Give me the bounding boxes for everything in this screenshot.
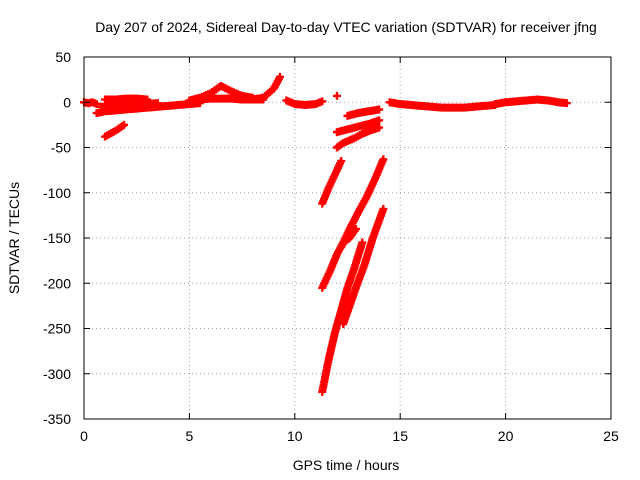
axis-ticks: 0 5 10 15 20 25 50 0 -50 -100 -150 -200 -250 -300 -350 <box>43 49 619 444</box>
data-point <box>375 116 384 125</box>
y-tick-label: -250 <box>43 321 71 337</box>
y-tick-label: -200 <box>43 275 71 291</box>
series-arc-steep-3 <box>318 224 360 292</box>
x-tick-label: 0 <box>80 428 88 444</box>
data-point <box>153 99 162 108</box>
data-point <box>120 120 129 129</box>
y-tick-label: -300 <box>43 366 71 382</box>
data-point <box>351 224 360 233</box>
chart-title: Day 207 of 2024, Sidereal Day-to-day VTE… <box>95 19 597 35</box>
y-tick-label: 50 <box>55 49 71 65</box>
x-tick-label: 20 <box>498 428 514 444</box>
x-tick-label: 25 <box>603 428 619 444</box>
series-arc-steep-2 <box>318 238 367 396</box>
data-points <box>80 72 571 396</box>
series-arc-afternoon <box>385 98 500 112</box>
y-tick-label: 0 <box>63 94 71 110</box>
series-arc-neg-upper <box>343 105 384 120</box>
series-arc-neg-a <box>332 123 384 152</box>
data-point <box>358 238 367 247</box>
data-point <box>375 105 384 114</box>
series-arc-ten-cluster <box>282 96 327 109</box>
x-tick-label: 10 <box>287 428 303 444</box>
series-arc-twelve-dot <box>332 91 341 100</box>
series-arc-neg-c <box>318 157 346 208</box>
series-arc-steep-1 <box>337 155 388 252</box>
data-point <box>332 91 341 100</box>
x-tick-label: 5 <box>186 428 194 444</box>
y-tick-label: -350 <box>43 411 71 427</box>
series-arc-morning-top <box>101 94 152 104</box>
y-tick-label: -50 <box>51 140 71 156</box>
data-point <box>375 123 384 132</box>
data-point <box>379 155 388 164</box>
grid <box>84 57 611 419</box>
data-point <box>379 205 388 214</box>
x-axis-label: GPS time / hours <box>293 457 400 473</box>
data-point <box>143 95 152 104</box>
series-arc-neg-b <box>332 116 384 137</box>
data-point <box>318 97 327 106</box>
x-tick-label: 15 <box>392 428 408 444</box>
series-arc-evening <box>491 95 571 109</box>
series-arc-steep-4 <box>339 205 388 328</box>
y-tick-label: -150 <box>43 230 71 246</box>
y-axis-label: SDTVAR / TECUs <box>6 182 22 294</box>
data-point <box>92 100 101 109</box>
data-point <box>276 72 285 81</box>
data-point <box>562 99 571 108</box>
series-arc-dip <box>101 120 129 141</box>
series-arc-rise <box>227 72 285 104</box>
data-point <box>337 157 346 166</box>
y-tick-label: -100 <box>43 185 71 201</box>
